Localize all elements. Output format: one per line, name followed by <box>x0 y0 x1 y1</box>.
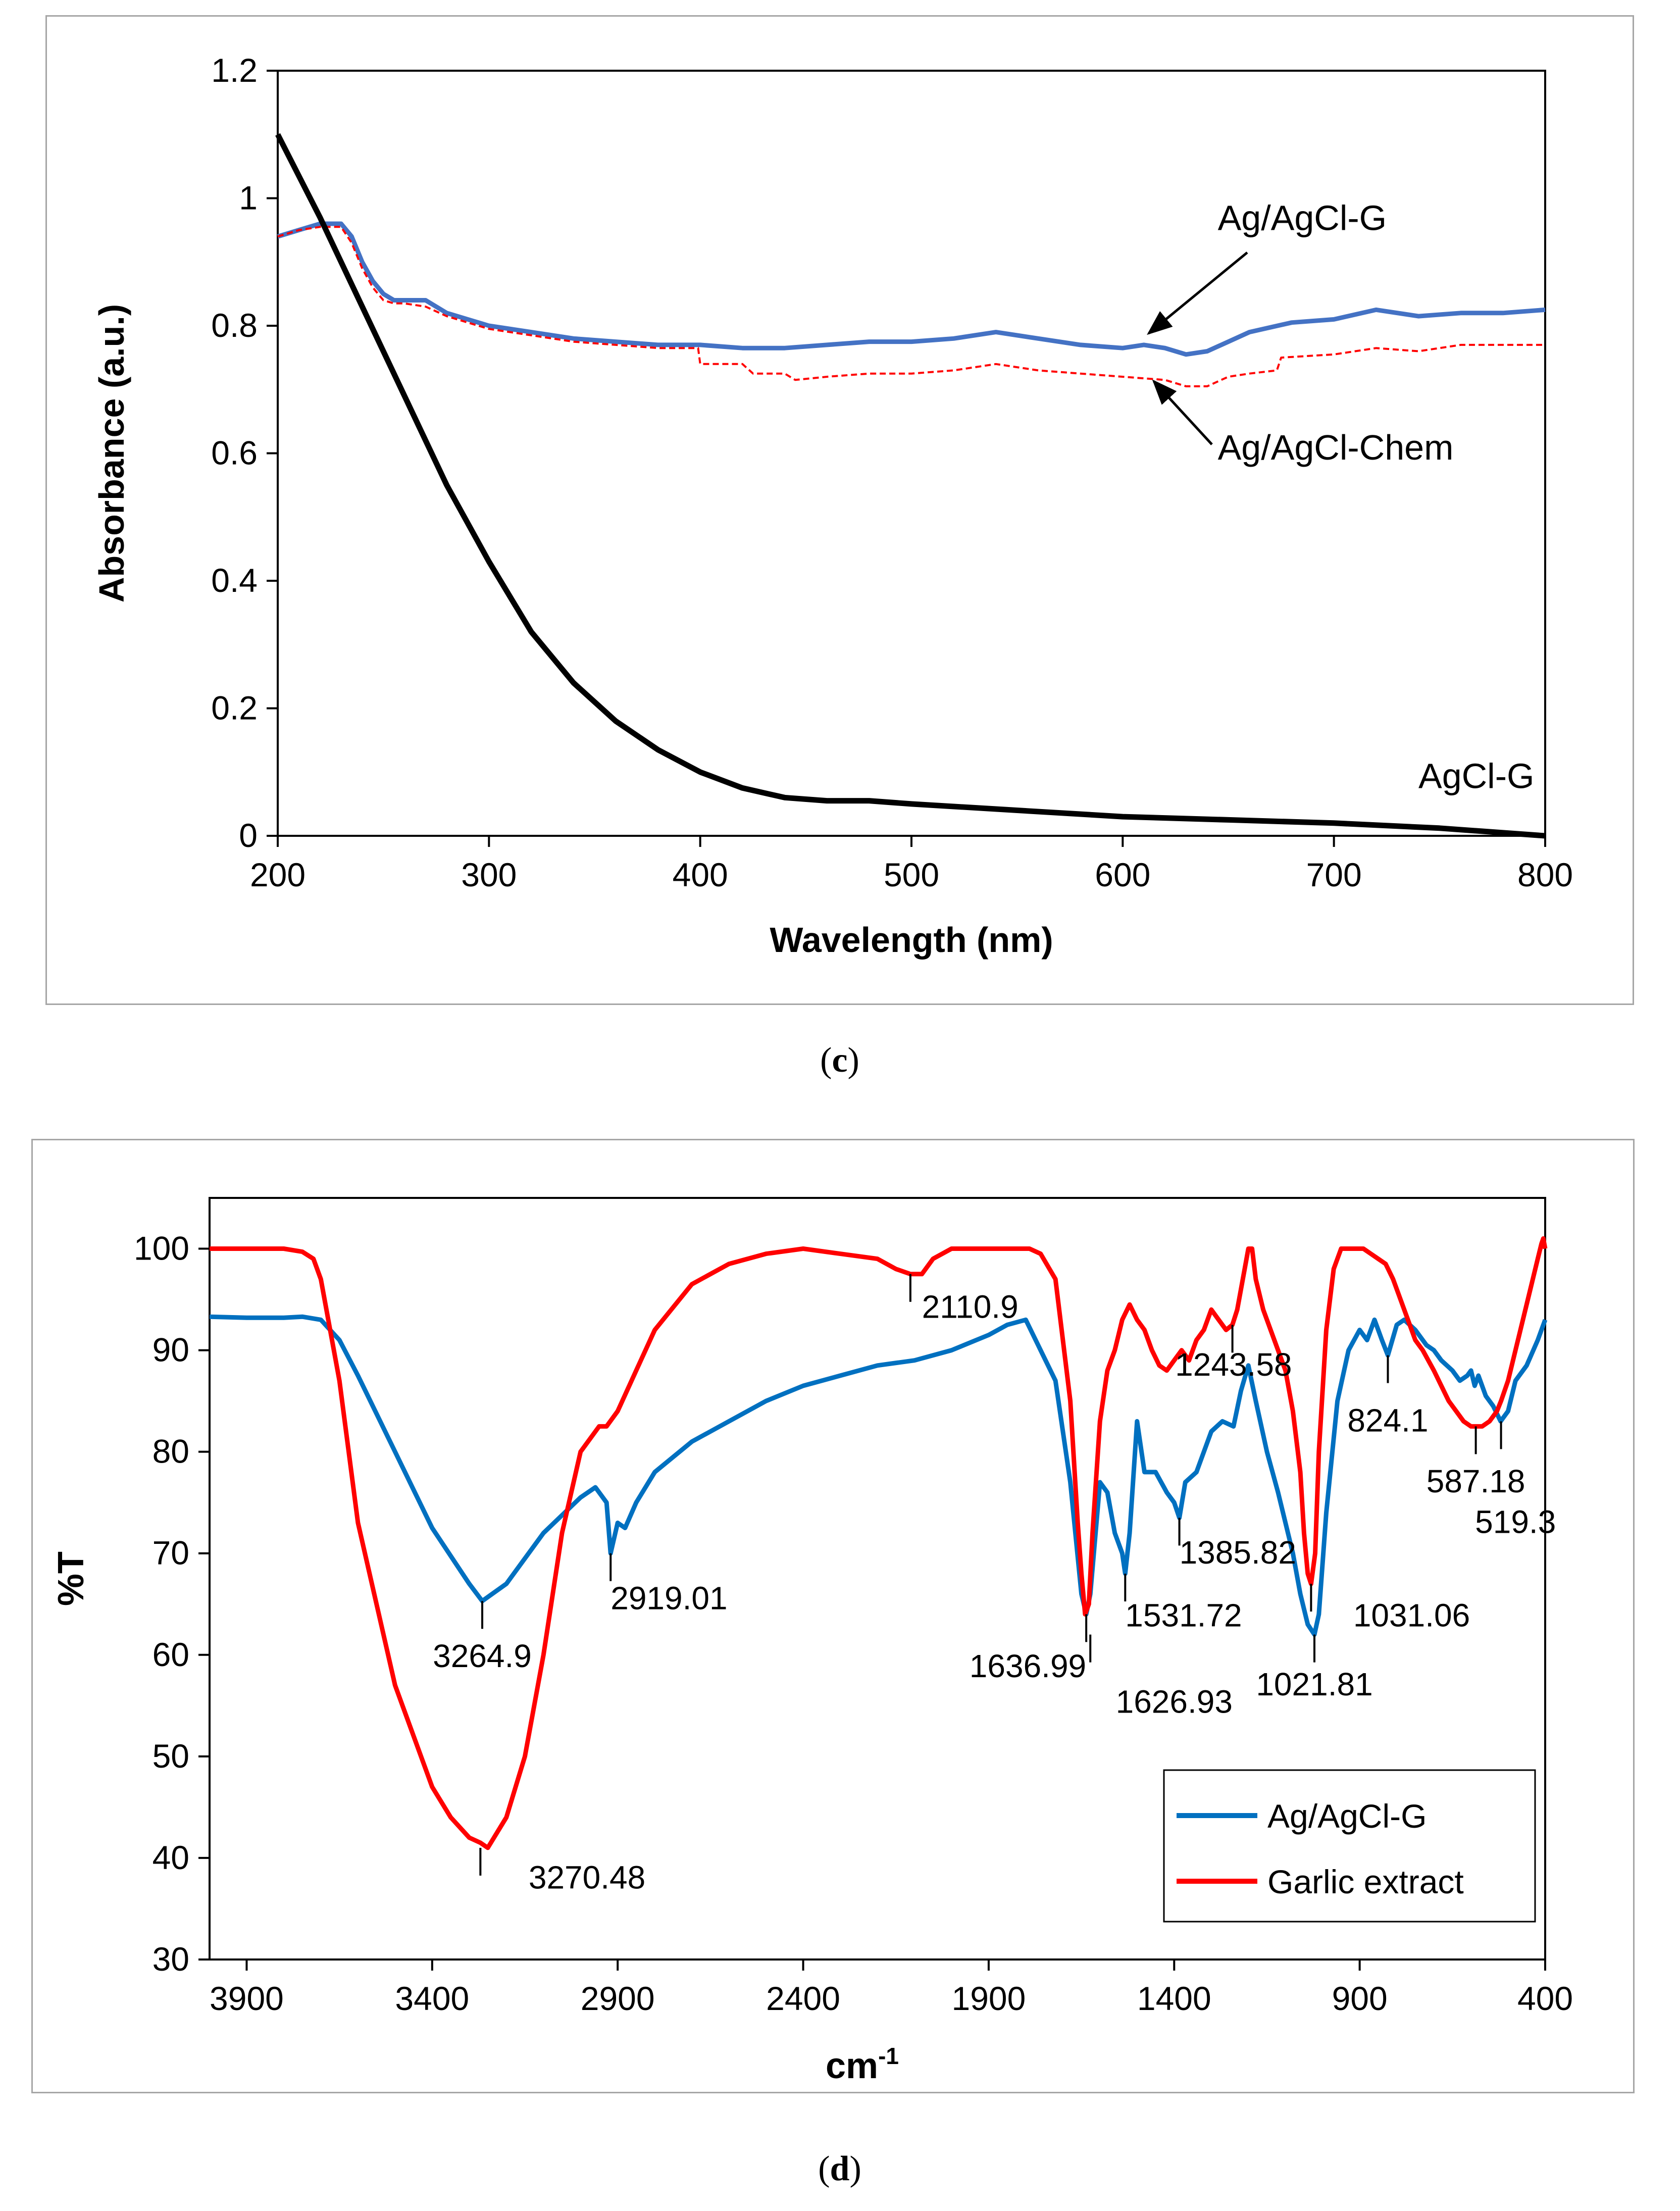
plot-area-frame <box>209 1197 1546 1961</box>
x-tick-label: 2900 <box>581 1980 655 2017</box>
y-tick-label: 1.2 <box>211 52 258 89</box>
x-axis-title: cm-1 <box>826 2043 899 2086</box>
peak-label-824-1: 824.1 <box>1347 1402 1428 1438</box>
x-tick-label: 1400 <box>1137 1980 1211 2017</box>
legend-label-ag-agcl-g: Ag/AgCl-G <box>1267 1797 1427 1835</box>
y-tick-label: 0.4 <box>211 562 258 599</box>
legend-label-garlic-extract: Garlic extract <box>1267 1863 1464 1900</box>
peak-label-3270-48: 3270.48 <box>529 1859 645 1895</box>
y-tick-label: 30 <box>152 1940 189 1978</box>
x-tick-label: 300 <box>461 856 517 893</box>
peak-label-2110-9: 2110.9 <box>922 1288 1019 1325</box>
annotation-ag-agcl-g: Ag/AgCl-G <box>1218 198 1387 238</box>
y-tick-label: 90 <box>152 1331 189 1369</box>
peak-label-1626-93: 1626.93 <box>1116 1683 1233 1720</box>
panel-d-frame <box>31 1139 1635 2093</box>
peak-label-1243-58: 1243.58 <box>1175 1346 1292 1383</box>
x-tick-label: 400 <box>1517 1980 1573 2017</box>
x-axis-title: Wavelength (nm) <box>770 920 1053 960</box>
caption-c-letter: c <box>832 1041 848 1080</box>
peak-label-587-18: 587.18 <box>1427 1463 1525 1499</box>
annotation-agcl-g: AgCl-G <box>1418 756 1534 795</box>
peak-label-519-3: 519.3 <box>1475 1504 1556 1540</box>
peak-label-1636-99: 1636.99 <box>970 1648 1086 1684</box>
series-line-garlic-extract <box>210 1236 1548 1850</box>
x-tick-label: 400 <box>673 856 728 893</box>
y-tick-label: 80 <box>152 1433 189 1470</box>
y-tick-label: 0.8 <box>211 307 258 344</box>
series-line-agcl-g <box>275 133 1546 839</box>
y-tick-label: 0.2 <box>211 689 258 727</box>
caption-d-letter: d <box>830 2149 850 2188</box>
legend-box <box>1163 1769 1536 1923</box>
x-axis-title-superscript: -1 <box>878 2043 899 2069</box>
y-axis-title: Absorbance (a.u.) <box>92 304 131 602</box>
x-tick-label: 900 <box>1332 1980 1388 2017</box>
y-tick-label: 0 <box>239 817 258 854</box>
panel-c-frame <box>45 15 1634 1005</box>
x-tick-label: 800 <box>1517 856 1573 893</box>
x-tick-label: 600 <box>1095 856 1150 893</box>
y-tick-label: 50 <box>152 1737 189 1775</box>
annotation-ag-agcl-chem: Ag/AgCl-Chem <box>1218 428 1454 467</box>
caption-c: (c) <box>820 1041 859 1080</box>
y-tick-label: 40 <box>152 1839 189 1876</box>
x-tick-label: 200 <box>250 856 306 893</box>
peak-label-1385-82: 1385.82 <box>1180 1534 1296 1571</box>
x-tick-label: 2400 <box>766 1980 840 2017</box>
peak-label-1021-81: 1021.81 <box>1256 1666 1372 1702</box>
x-tick-label: 500 <box>884 856 939 893</box>
series-line-ag-agcl-g <box>209 1314 1548 1637</box>
y-tick-label: 1 <box>239 179 258 217</box>
y-axis-title: %T <box>51 1551 91 1606</box>
peak-label-1531-72: 1531.72 <box>1125 1597 1242 1634</box>
peak-label-3264-9: 3264.9 <box>433 1638 532 1674</box>
y-tick-label: 60 <box>152 1636 189 1673</box>
y-tick-label: 100 <box>134 1230 189 1267</box>
uv-vis-chart: 0 0.2 0.4 0.6 0.8 1 1.2 200 300 400 500 600 700 800 Wa… <box>92 52 1573 960</box>
series-line-ag-agcl-g <box>277 221 1546 357</box>
arrow-ag-agcl-chem <box>1152 379 1213 445</box>
y-tick-label: 70 <box>152 1534 189 1572</box>
peak-label-2919-01: 2919.01 <box>610 1580 727 1616</box>
x-tick-label: 3400 <box>395 1980 469 2017</box>
y-tick-label: 0.6 <box>211 434 258 472</box>
peak-label-1031-06: 1031.06 <box>1353 1597 1470 1634</box>
x-tick-label: 3900 <box>210 1980 284 2017</box>
arrow-ag-agcl-g <box>1147 252 1248 335</box>
caption-d: (d) <box>818 2149 861 2188</box>
x-tick-label: 1900 <box>952 1980 1026 2017</box>
x-tick-label: 700 <box>1306 856 1362 893</box>
